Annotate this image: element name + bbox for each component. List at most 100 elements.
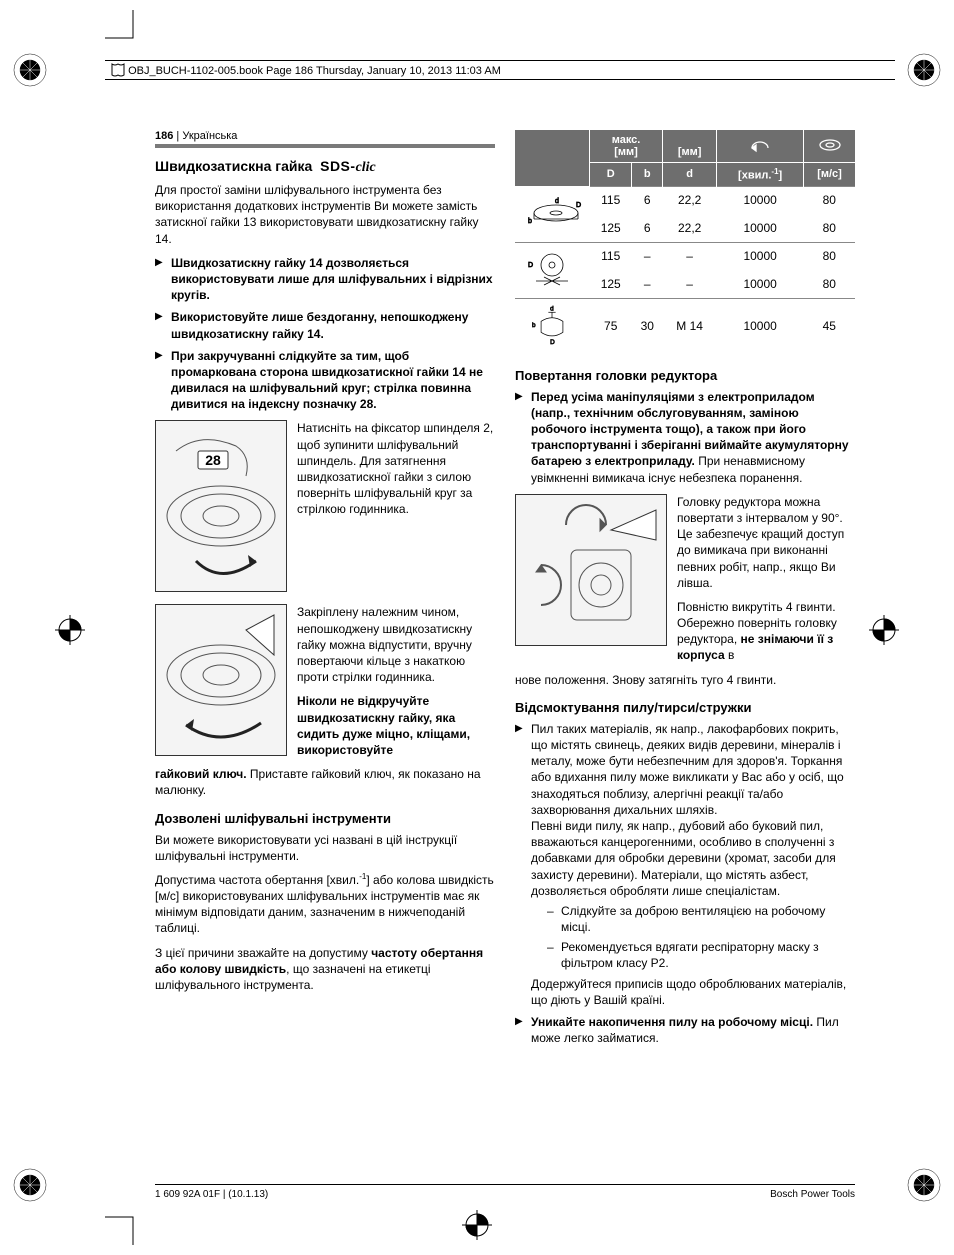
th-rpm: [хвил.-1]: [717, 163, 804, 187]
registration-mark-icon: [10, 50, 50, 90]
page-number-label: 186 | Українська: [155, 130, 495, 142]
warning-bold: Ніколи не відкручуйте швидкозатискну гай…: [297, 694, 470, 757]
list-item: При закручуванні слідкуйте за тим, щоб п…: [155, 348, 495, 413]
figure-release-block: Закріплену належним чином, непошкоджену …: [155, 604, 495, 766]
disc-cut-icon: D: [515, 242, 590, 298]
cell: 115: [590, 242, 632, 270]
cell: 10000: [717, 270, 804, 298]
cell: 10000: [717, 214, 804, 242]
figure-release-illustration: [155, 604, 287, 756]
header-runner: OBJ_BUCH-1102-005.book Page 186 Thursday…: [105, 60, 895, 80]
cell: 6: [632, 186, 663, 214]
svg-text:b: b: [528, 218, 532, 225]
cell: 125: [590, 270, 632, 298]
table-row: bDd 115 6 22,2 10000 80: [515, 186, 855, 214]
page-number: 186: [155, 130, 173, 142]
cell: 10000: [717, 242, 804, 270]
sds-warnings-list: Швидкозатискну гайку 14 дозволяється вик…: [155, 255, 495, 413]
page-footer: 1 609 92A 01F | (10.1.13) Bosch Power To…: [155, 1184, 855, 1200]
footer-brand: Bosch Power Tools: [770, 1189, 855, 1200]
allowed-p3: З цієї причини зважайте на допустиму час…: [155, 945, 495, 994]
cell: 22,2: [663, 214, 717, 242]
sds-clic-text: clic: [356, 160, 376, 175]
sds-brand-text: SDS-: [320, 158, 355, 174]
crop-mark-icon: [105, 1215, 135, 1245]
figure-28-block: 28 Натисніть на фіксатор шпинделя 2, щоб…: [155, 420, 495, 598]
list-item: Швидкозатискну гайку 14 дозволяється вик…: [155, 255, 495, 304]
body-text: З цієї причини зважайте на допустиму: [155, 946, 371, 960]
heading-text: Швидкозатискна гайка: [155, 158, 312, 174]
th-d: d: [663, 163, 717, 187]
list-item: Перед усіма маніпуляціями з електроприла…: [515, 389, 855, 486]
body-text: Певні види пилу, як напр., дубовий або б…: [531, 819, 836, 898]
registration-mark-icon: [904, 50, 944, 90]
gearhead-warning-list: Перед усіма маніпуляціями з електроприла…: [515, 389, 855, 486]
cell: –: [663, 270, 717, 298]
cell: M 14: [663, 298, 717, 354]
sublist-item: Слідкуйте за доброю вентиляцією на робоч…: [547, 903, 855, 935]
cell: 45: [804, 298, 855, 354]
cell: 10000: [717, 186, 804, 214]
sds-clic-heading: Швидкозатискна гайка SDS-clic: [155, 158, 495, 176]
disc-flat-icon: b Dd: [515, 186, 590, 242]
gearhead-figure-block: Головку редуктора можна повертати з інте…: [515, 494, 855, 672]
table-row: D 115 – – 10000 80: [515, 242, 855, 270]
list-item: Використовуйте лише бездоганну, непошкод…: [155, 309, 495, 341]
sds-intro: Для простої заміни шліфувального інструм…: [155, 182, 495, 247]
svg-text:d: d: [550, 305, 554, 312]
th-D: D: [590, 163, 632, 187]
crop-mark-icon: [105, 10, 135, 40]
cell: 75: [590, 298, 632, 354]
th-b: b: [632, 163, 663, 187]
svg-text:D: D: [576, 202, 581, 209]
warning-bold: Уникайте накопичення пилу на робочому мі…: [531, 1015, 813, 1029]
rpm-icon: [748, 136, 772, 154]
page: OBJ_BUCH-1102-005.book Page 186 Thursday…: [0, 0, 954, 1255]
cell: 80: [804, 186, 855, 214]
content-area: 186 | Українська Швидкозатискна гайка SD…: [155, 130, 855, 1054]
svg-text:b: b: [532, 321, 536, 328]
figure-28-illustration: 28: [155, 420, 287, 592]
cell: –: [632, 270, 663, 298]
list-item-text: Використовуйте лише бездоганну, непошкод…: [171, 310, 468, 340]
registration-target-icon: [869, 615, 899, 645]
cell: 10000: [717, 298, 804, 354]
registration-target-icon: [462, 1210, 492, 1240]
list-item: Уникайте накопичення пилу на робочому мі…: [515, 1014, 855, 1046]
body-text: Пил таких матеріалів, як напр., лакофарб…: [531, 722, 844, 817]
cell: –: [663, 242, 717, 270]
svg-text:D: D: [550, 339, 555, 345]
svg-text:d: d: [555, 198, 559, 205]
gearhead-illustration: [515, 494, 667, 646]
right-column: макс.[мм] [мм] D b d [хвил.-1] [м/с]: [515, 130, 855, 1054]
spec-table: макс.[мм] [мм] D b d [хвил.-1] [м/с]: [515, 130, 855, 354]
th-mm2: [мм]: [678, 146, 702, 158]
table-header: макс.[мм] [мм] D b d [хвил.-1] [м/с]: [515, 130, 855, 186]
th-mm: [мм]: [614, 146, 638, 158]
allowed-p2: Допустима частота обертання [хвил.-1] аб…: [155, 872, 495, 937]
dust-list: Пил таких матеріалів, як напр., лакофарб…: [515, 721, 855, 1047]
cell: 80: [804, 242, 855, 270]
registration-mark-icon: [10, 1165, 50, 1205]
cup-wheel-icon: b d D: [515, 298, 590, 354]
body-text: Допустима частота обертання [хвил.: [155, 873, 359, 887]
th-ms: [м/с]: [804, 163, 855, 187]
left-column: 186 | Українська Швидкозатискна гайка SD…: [155, 130, 495, 1054]
page-language: Українська: [182, 130, 237, 142]
gearhead-text3: нове положення. Знову затягніть туго 4 г…: [515, 672, 855, 688]
header-runner-text: OBJ_BUCH-1102-005.book Page 186 Thursday…: [128, 65, 501, 77]
list-item-text: При закручуванні слідкуйте за тим, щоб п…: [171, 349, 483, 412]
list-item: Пил таких матеріалів, як напр., лакофарб…: [515, 721, 855, 1008]
body-text: Додержуйтеся приписів щодо оброблюваних …: [531, 977, 846, 1007]
gearhead-heading: Повертання головки редуктора: [515, 368, 855, 383]
cell: 125: [590, 214, 632, 242]
body-text: в: [725, 648, 735, 662]
cell: 80: [804, 270, 855, 298]
cell: –: [632, 242, 663, 270]
th-max: макс.: [612, 134, 641, 146]
cell: 115: [590, 186, 632, 214]
dust-sublist: Слідкуйте за доброю вентиляцією на робоч…: [531, 903, 855, 972]
warning-bold: гайковий ключ.: [155, 767, 250, 781]
cell: 6: [632, 214, 663, 242]
footer-doc-id: 1 609 92A 01F | (10.1.13): [155, 1189, 268, 1200]
